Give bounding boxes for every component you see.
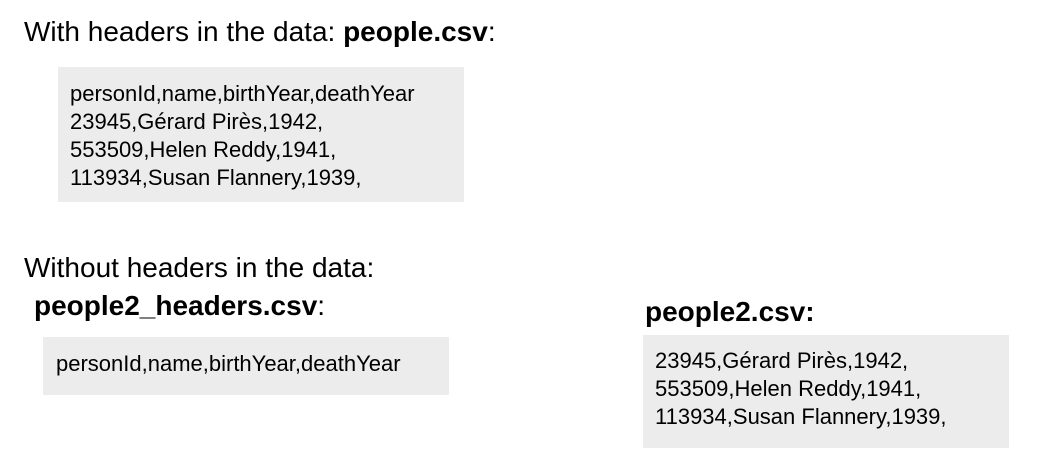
people2-headers-content-box: personId,name,birthYear,deathYear <box>43 337 449 395</box>
csv-line: 113934,Susan Flannery,1939, <box>655 404 947 429</box>
without-headers-heading: Without headers in the data: <box>24 252 375 283</box>
with-headers-label: With headers in the data: <box>24 16 344 47</box>
people2-filename-heading: people2.csv: <box>645 296 815 328</box>
csv-line: 23945,Gérard Pirès,1942, <box>655 348 909 373</box>
csv-line: 113934,Susan Flannery,1939, <box>70 165 362 190</box>
csv-line: personId,name,birthYear,deathYear <box>70 81 415 106</box>
csv-line: 553509,Helen Reddy,1941, <box>655 376 922 401</box>
people2-headers-filename: people2_headers.csv <box>34 290 318 321</box>
people-csv-filename: people.csv <box>343 16 488 47</box>
people2-filename: people2.csv: <box>645 296 815 327</box>
with-headers-heading: With headers in the data: people.csv: <box>24 16 496 48</box>
csv-line: 23945,Gérard Pirès,1942, <box>70 109 324 134</box>
csv-line: 553509,Helen Reddy,1941, <box>70 137 337 162</box>
people2-content-box: 23945,Gérard Pirès,1942, 553509,Helen Re… <box>643 335 1009 448</box>
people2-headers-filename-heading: people2_headers.csv: <box>34 290 325 322</box>
heading-colon: : <box>317 290 326 321</box>
csv-line: personId,name,birthYear,deathYear <box>56 351 401 376</box>
heading-colon: : <box>487 16 496 47</box>
people-csv-content-box: personId,name,birthYear,deathYear 23945,… <box>58 67 464 202</box>
